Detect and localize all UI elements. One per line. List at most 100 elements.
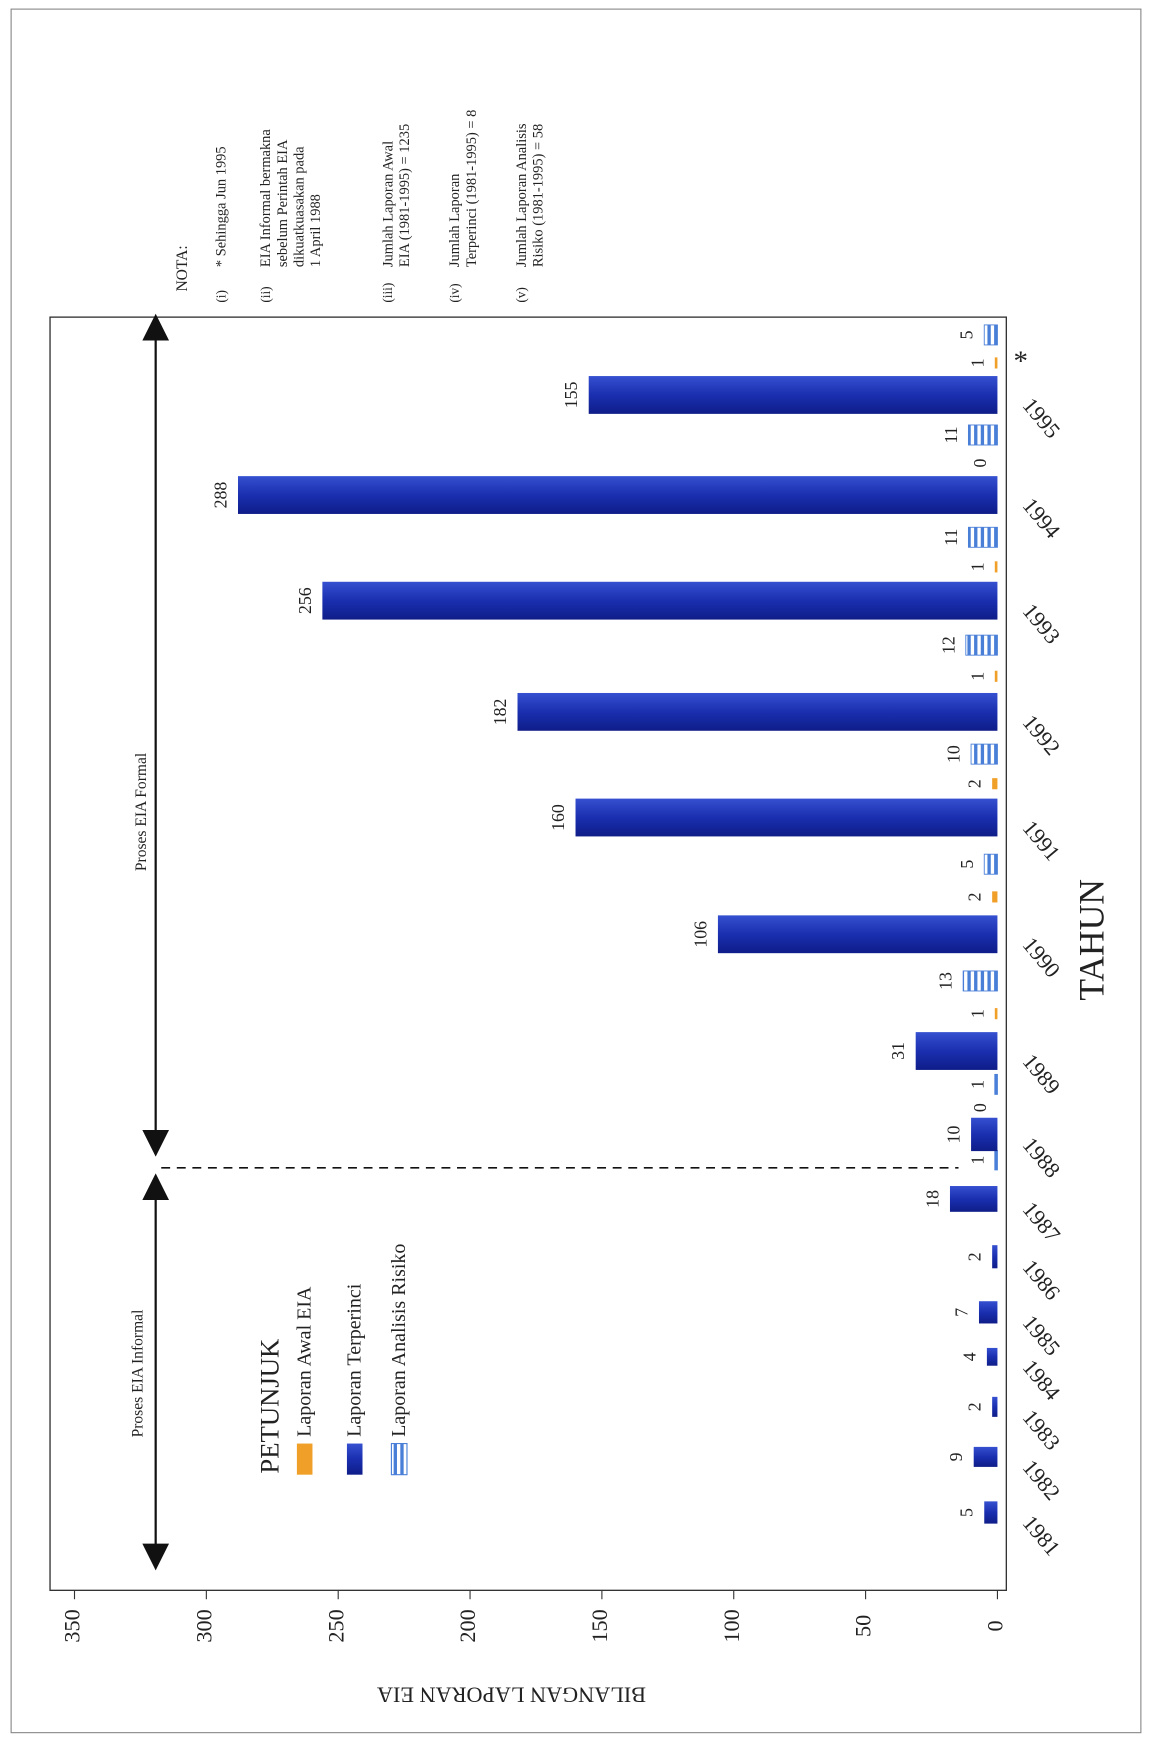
bar: [967, 526, 998, 548]
data-label: 0: [970, 458, 990, 467]
bar: [517, 692, 998, 731]
x-tick-label: 1988: [1018, 1132, 1066, 1182]
data-label: 1: [967, 672, 987, 681]
y-axis-title: BILANGAN LAPORAN EIA: [377, 1683, 646, 1708]
note-text: Jumlah Laporan Analisis: [514, 123, 530, 267]
note-text: Terperinci (1981-1995) = 8: [464, 110, 480, 267]
bar: [973, 1446, 998, 1467]
x-tick-label: 1984: [1018, 1355, 1066, 1405]
page-border: [10, 8, 1142, 1734]
x-axis-title: TAHUN: [1071, 879, 1111, 1001]
data-label: 1: [967, 1080, 987, 1089]
x-tick-label: 1992: [1018, 710, 1066, 760]
bar: [237, 476, 998, 514]
bar: [983, 324, 998, 346]
notes-title: NOTA:: [174, 245, 191, 291]
y-tick-label: 250: [323, 1609, 348, 1642]
data-label: 11: [941, 426, 961, 443]
data-label: 160: [548, 804, 568, 831]
note-text: * Sehingga Jun 1995: [214, 146, 230, 267]
data-label: 11: [941, 529, 961, 546]
data-label: 9: [946, 1452, 966, 1461]
data-label: 2: [965, 1402, 985, 1411]
data-label: 12: [938, 636, 958, 654]
x-tick-label: 1995: [1018, 393, 1066, 443]
data-label: 1: [967, 1156, 987, 1165]
bar: [717, 915, 998, 954]
legend-title: PETUNJUK: [255, 1339, 285, 1474]
note-number: (i): [213, 290, 228, 303]
bar: [992, 1396, 998, 1417]
bar: [994, 357, 998, 369]
bar: [992, 1245, 998, 1269]
data-label: 2: [965, 779, 985, 788]
x-tick-label: 1982: [1018, 1455, 1066, 1505]
bar: [994, 561, 998, 573]
bar: [978, 1301, 998, 1324]
y-tick-label: 300: [191, 1609, 216, 1642]
data-label: 1: [967, 562, 987, 571]
legend-swatch: [346, 1443, 363, 1475]
note-text: Jumlah Laporan: [447, 174, 463, 267]
bar: [971, 1117, 998, 1152]
x-tick-label: 1994: [1018, 493, 1066, 543]
phase-label: Proses EIA Informal: [130, 1309, 147, 1437]
note-text: Risiko (1981-1995) = 58: [531, 124, 547, 267]
data-label: 10: [944, 745, 964, 763]
data-label: 5: [957, 1508, 977, 1517]
data-label: 10: [944, 1125, 964, 1143]
y-tick-label: 0: [983, 1620, 1008, 1631]
x-tick-label: 1991: [1018, 815, 1066, 865]
note-text: Jumlah Laporan Awal: [381, 141, 397, 267]
phase-arrows: [154, 328, 959, 1552]
x-tick-label: 1990: [1018, 932, 1066, 982]
bar: [965, 634, 998, 656]
y-tick-label: 100: [719, 1609, 744, 1642]
bar: [967, 424, 998, 446]
data-label: 2: [965, 892, 985, 901]
data-label: 5: [957, 860, 977, 869]
legend-label: Laporan Analisis Risiko: [388, 1244, 410, 1437]
data-label: 18: [922, 1190, 942, 1208]
bar: [992, 891, 998, 903]
bar: [322, 581, 998, 620]
note-number: (iii): [380, 283, 395, 303]
legend-swatch: [390, 1442, 408, 1476]
note-number: (iv): [447, 283, 462, 302]
note-text: sebelum Perintah EIA: [275, 139, 291, 267]
data-label: 1: [967, 1009, 987, 1018]
data-label: 155: [561, 382, 581, 409]
bar: [994, 1073, 998, 1095]
note-text: dikuatkuasakan pada: [292, 146, 308, 267]
note-text: 1 April 1988: [308, 194, 324, 267]
y-tick-label: 50: [851, 1615, 876, 1637]
phase-label: Proses EIA Formal: [133, 752, 150, 871]
x-tick-label: 1983: [1018, 1405, 1066, 1455]
bar: [962, 970, 998, 992]
bar: [915, 1032, 998, 1070]
legend-label: Laporan Terperinci: [343, 1283, 365, 1437]
data-label: 182: [490, 699, 510, 726]
data-label: 31: [888, 1042, 908, 1060]
plot-frame: [49, 316, 1007, 1591]
x-tick-label: 1993: [1018, 599, 1066, 649]
x-tick-label: 1986: [1018, 1255, 1066, 1305]
note-number: (v): [514, 287, 529, 303]
note-text: EIA (1981-1995) = 1235: [397, 124, 413, 267]
y-tick-label: 200: [455, 1609, 480, 1642]
bar: [588, 376, 998, 414]
bar: [983, 853, 998, 875]
data-label: 288: [211, 482, 231, 509]
data-label: 2: [965, 1252, 985, 1261]
data-label: 1: [967, 358, 987, 367]
bar: [575, 798, 998, 837]
bar: [994, 1150, 998, 1171]
bar: [970, 743, 998, 765]
x-tick-label: 1989: [1018, 1049, 1066, 1099]
bar: [986, 1347, 998, 1366]
bar: [994, 670, 998, 682]
legend-swatch: [296, 1443, 313, 1475]
note-text: EIA Informal bermakna: [258, 129, 274, 267]
x-tick-label: 1981: [1018, 1510, 1066, 1560]
